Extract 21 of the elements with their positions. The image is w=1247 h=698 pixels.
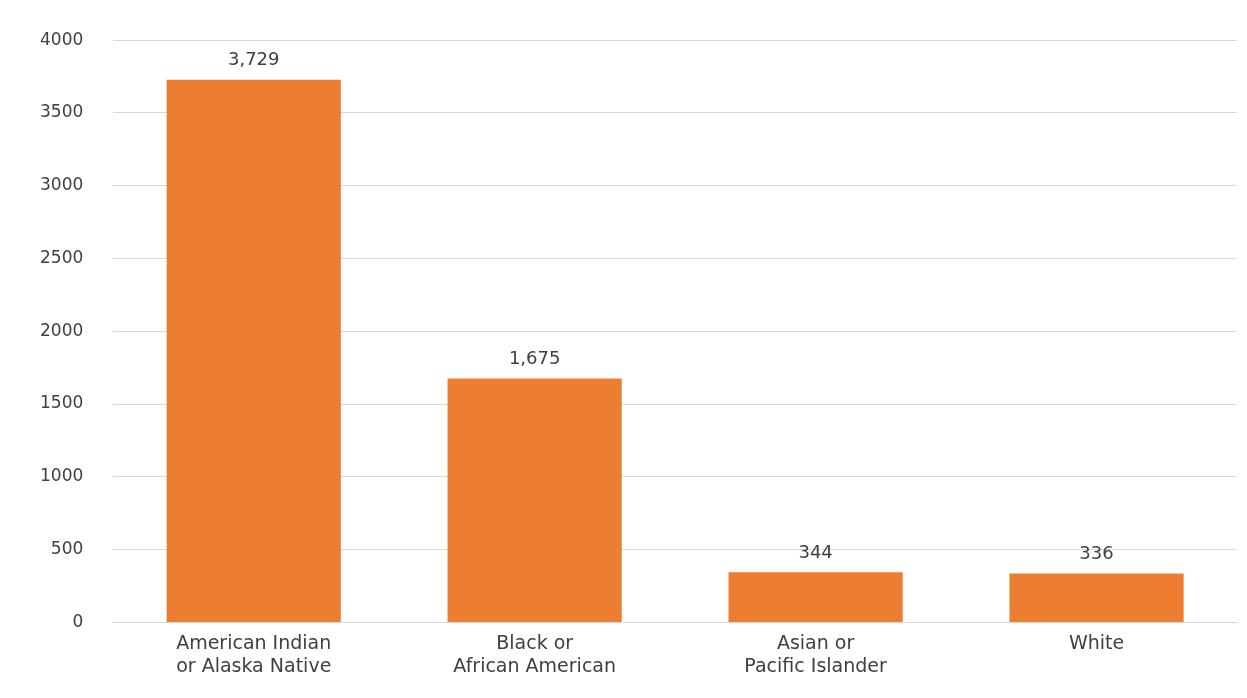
x-tick-label: White: [1068, 630, 1125, 653]
data-label: 3,729: [227, 48, 280, 70]
y-tick-label: 1000: [40, 465, 84, 486]
x-tick-label: Black or African American: [453, 630, 617, 676]
y-tick-label: 0: [72, 610, 84, 631]
y-tick-label: 3500: [40, 101, 84, 122]
y-tick-label: 2000: [40, 319, 84, 340]
y-tick-label: 3000: [40, 174, 84, 195]
x-tick-label: Asian or Pacific Islander: [744, 630, 888, 676]
data-label: 344: [798, 541, 833, 562]
y-tick-label: 2500: [40, 246, 84, 267]
y-tick-label: 4000: [40, 28, 84, 49]
y-tick-label: 1500: [40, 392, 84, 413]
bar: [447, 378, 622, 622]
bar: [166, 79, 341, 622]
bar: [1009, 573, 1184, 622]
x-tick-label: American Indian or Alaska Native: [176, 630, 332, 676]
y-tick-label: 500: [50, 538, 84, 559]
bar: [728, 572, 903, 622]
data-label: 1,675: [508, 347, 561, 369]
data-label: 336: [1079, 542, 1114, 564]
